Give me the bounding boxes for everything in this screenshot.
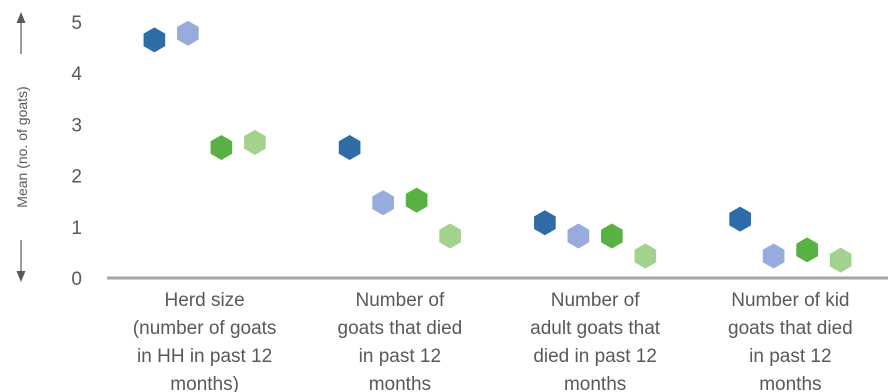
- data-point: [601, 223, 623, 249]
- category-label-line: adult goats that: [530, 318, 661, 339]
- data-point: [177, 20, 199, 46]
- category-label-line: goats that died: [728, 318, 853, 339]
- category-label-line: in HH in past 12: [137, 346, 272, 367]
- category-label-line: in past 12: [749, 346, 831, 367]
- category-label-line: Number of kid: [731, 290, 849, 311]
- category-label-line: months: [759, 374, 821, 392]
- data-point: [729, 206, 751, 232]
- category-label-line: (number of goats: [133, 318, 277, 339]
- data-point: [338, 134, 361, 160]
- data-point: [405, 187, 428, 213]
- data-point: [534, 210, 556, 236]
- category-label-line: months: [564, 374, 626, 392]
- category-label: Number of kid goats that died in past 12 mo…: [728, 290, 853, 392]
- data-point: [143, 27, 166, 53]
- category-label: Number of goats that died in past 12 months: [338, 290, 463, 392]
- y-tick-label: 1: [71, 218, 82, 239]
- data-point: [210, 134, 233, 160]
- data-point: [796, 237, 818, 263]
- category-label-line: Number of: [356, 290, 445, 311]
- y-tick-label: 5: [71, 13, 82, 34]
- category-label-line: months): [170, 374, 239, 392]
- y-axis-label-arrow-up-head: [16, 12, 26, 23]
- data-point: [634, 243, 657, 269]
- category-label-line: in past 12: [359, 346, 441, 367]
- y-axis-label-group: Mean (no. of goats): [14, 12, 30, 282]
- data-point: [762, 243, 785, 269]
- category-label-line: Number of: [551, 290, 640, 311]
- data-point: [567, 223, 590, 249]
- y-tick-label: 3: [71, 115, 82, 136]
- data-point: [439, 223, 461, 249]
- y-tick-label: 4: [71, 64, 82, 85]
- category-labels: Herd size (number of goats in HH in past 1…: [133, 290, 853, 392]
- y-axis-label-arrow-down-head: [16, 271, 26, 282]
- data-point: [244, 129, 266, 155]
- y-tick-label: 2: [71, 167, 82, 188]
- y-axis-label: Mean (no. of goats): [14, 86, 30, 207]
- category-label: Herd size (number of goats in HH in past 1…: [133, 290, 277, 392]
- y-tick-label: 0: [71, 269, 82, 290]
- data-point: [829, 247, 852, 273]
- y-tick-labels: 0 1 2 3 4 5: [71, 13, 82, 290]
- data-points: [143, 20, 852, 273]
- category-label-line: Herd size: [165, 290, 245, 311]
- category-label-line: months: [369, 374, 431, 392]
- category-label-line: died in past 12: [533, 346, 657, 367]
- category-label-line: goats that died: [338, 318, 463, 339]
- data-point: [372, 190, 394, 216]
- category-label: Number of adult goats that died in past 12…: [530, 290, 661, 392]
